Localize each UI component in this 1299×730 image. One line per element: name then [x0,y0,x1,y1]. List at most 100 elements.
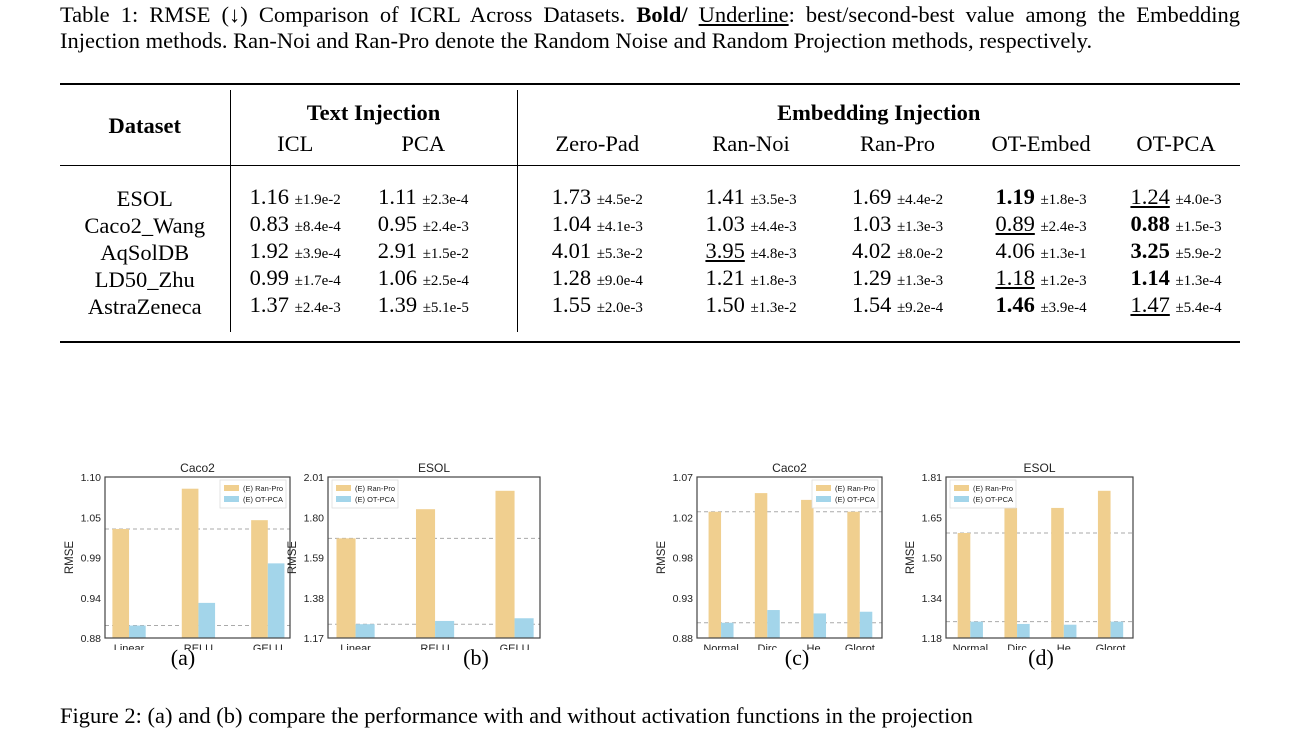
cell-ran-noi: 3.95 ±4.8e-3 [677,239,825,266]
cell-zero-pad: 1.04 ±4.1e-3 [516,212,678,239]
std-value: ±2.4e-3 [422,219,469,235]
rmse-value: 0.99 [249,265,290,290]
x-tick-label: Glorot [845,643,875,650]
y-tick-label: 1.59 [304,553,325,565]
rmse-value: 0.83 [249,211,290,236]
std-value: ±9.0e-4 [596,273,643,289]
std-value: ±3.9e-4 [294,246,341,262]
caption-text-rest: : best/second-best value among the Embed… [60,2,1240,53]
x-tick-label: Linear [340,643,371,650]
legend-label: (E) OT-PCA [243,495,283,504]
subfigure-caption: (b) [463,645,489,670]
rmse-value: 1.18 [995,265,1035,290]
legend-swatch-ran-pro [336,485,351,491]
legend-swatch-ot-pca [336,496,351,502]
caption-text: Table 1: RMSE (↓) Comparison of ICRL Acr… [60,2,637,27]
legend-box [949,479,1017,509]
rmse-value: 1.14 [1130,265,1170,290]
group-header-text-injection: Text Injection [229,90,518,126]
std-value: ±1.9e-2 [294,192,341,208]
std-value: ±5.4e-4 [1175,300,1222,316]
cell-ran-noi: 1.50 ±1.3e-2 [677,293,825,320]
x-tick-label: Normal [703,643,738,650]
std-value: ±1.3e-1 [1040,246,1087,262]
bar-ot-pca [198,602,216,638]
cell-ot-pca: 1.14 ±1.3e-4 [1112,266,1240,293]
cell-zero-pad: 1.55 ±2.0e-3 [516,293,678,320]
cell-zero-pad: 1.73 ±4.5e-2 [516,185,678,212]
chart-title: ESOL [418,461,450,475]
caption-bold-label: Bold/ [636,2,688,27]
x-tick-label: Normal [953,643,988,650]
bar-ran-pro [801,499,814,638]
std-value: ±1.3e-4 [1175,273,1222,289]
dataset-name: LD50_Zhu [94,266,195,292]
y-tick-label: 1.10 [81,472,102,484]
legend-box [811,479,879,509]
x-tick-label: Dirc [1007,643,1027,650]
rmse-value: 1.54 [851,292,892,317]
y-tick-label: 2.01 [304,472,325,484]
std-value: ±4.1e-3 [596,219,643,235]
std-value: ±1.8e-3 [750,273,797,289]
figure-2-charts: Caco2 0.88 0.94 0.99 1.05 1.10 Linear RELU GELU R… [64,461,1134,650]
column-header-pca: PCA [401,131,446,156]
bar-ot-pca [129,625,146,638]
cell-ran-pro: 1.69 ±4.4e-2 [825,185,970,212]
std-value: ±1.3e-2 [750,300,797,316]
y-tick-label: 1.17 [304,633,325,645]
bar-ran-pro [495,490,515,638]
rmse-value: 1.06 [377,265,418,290]
bar-ran-pro [708,511,722,638]
cell-ot-embed: 1.19 ±1.8e-3 [970,185,1112,212]
dataset-name: Caco2_Wang [84,212,206,238]
legend-box [219,479,287,509]
cell-ran-pro: 4.02 ±8.0e-2 [825,239,970,266]
y-tick-label: 1.38 [304,593,325,605]
rmse-value: 2.91 [377,238,418,263]
y-axis-label: RMSE [64,541,76,575]
rmse-value: 4.01 [551,238,592,263]
cell-ran-noi: 1.21 ±1.8e-3 [677,266,825,293]
rmse-value: 0.95 [377,211,418,236]
table-row: ESOL 1.16 ±1.9e-2 1.11 ±2.3e-4 1.73 ±4.5e-2… [60,185,1240,212]
legend-label: (E) OT-PCA [973,495,1013,504]
rmse-value: 1.03 [851,211,892,236]
std-value: ±1.3e-3 [896,273,944,289]
cell-icl: 1.37 ±2.4e-3 [229,293,360,320]
cell-icl: 0.83 ±8.4e-4 [229,211,360,239]
bar-ran-pro [251,520,268,638]
y-tick-label: 0.94 [81,593,102,605]
chart-title: Caco2 [180,461,215,475]
std-value: ±9.2e-4 [896,300,944,316]
x-tick-label: He [807,643,821,650]
cell-pca: 1.06 ±2.5e-4 [360,266,517,293]
cell-pca: 1.11 ±2.3e-4 [360,185,517,212]
group-header-embedding-injection: Embedding Injection [516,90,1241,126]
y-tick-label: 1.05 [81,512,102,524]
cell-ot-embed: 1.46 ±3.9e-4 [970,293,1112,320]
y-tick-label: 1.02 [673,512,694,524]
cell-pca: 2.91 ±1.5e-2 [360,239,517,266]
caption-underline-label: Underline [698,2,789,27]
cell-ran-pro: 1.29 ±1.3e-3 [825,266,970,293]
dataset-name: AqSolDB [100,239,190,265]
std-value: ±4.8e-3 [750,246,797,262]
chart-title: ESOL [1023,461,1055,475]
rmse-value: 1.69 [851,184,892,209]
std-value: ±2.4e-3 [1040,219,1087,235]
std-value: ±4.4e-2 [896,192,944,208]
table-caption: Table 1: RMSE (↓) Comparison of ICRL Acr… [60,2,1240,53]
std-value: ±5.1e-5 [422,300,469,316]
legend-swatch-ot-pca [816,496,831,502]
top-rule [60,83,1240,85]
rmse-value: 1.92 [249,238,290,263]
bar-ot-pca [514,618,534,638]
cell-ot-pca: 1.47 ±5.4e-4 [1112,293,1240,320]
bottom-rule [60,341,1240,343]
table-row: Caco2_Wang 0.83 ±8.4e-4 0.95 ±2.4e-3 1.04 ±… [60,212,1240,239]
cell-ot-pca: 3.25 ±5.9e-2 [1112,239,1240,266]
std-value: ±2.5e-4 [422,273,469,289]
figure-2-caption: Figure 2: (a) and (b) compare the perfor… [60,703,973,728]
cell-ran-pro: 1.03 ±1.3e-3 [825,212,970,239]
